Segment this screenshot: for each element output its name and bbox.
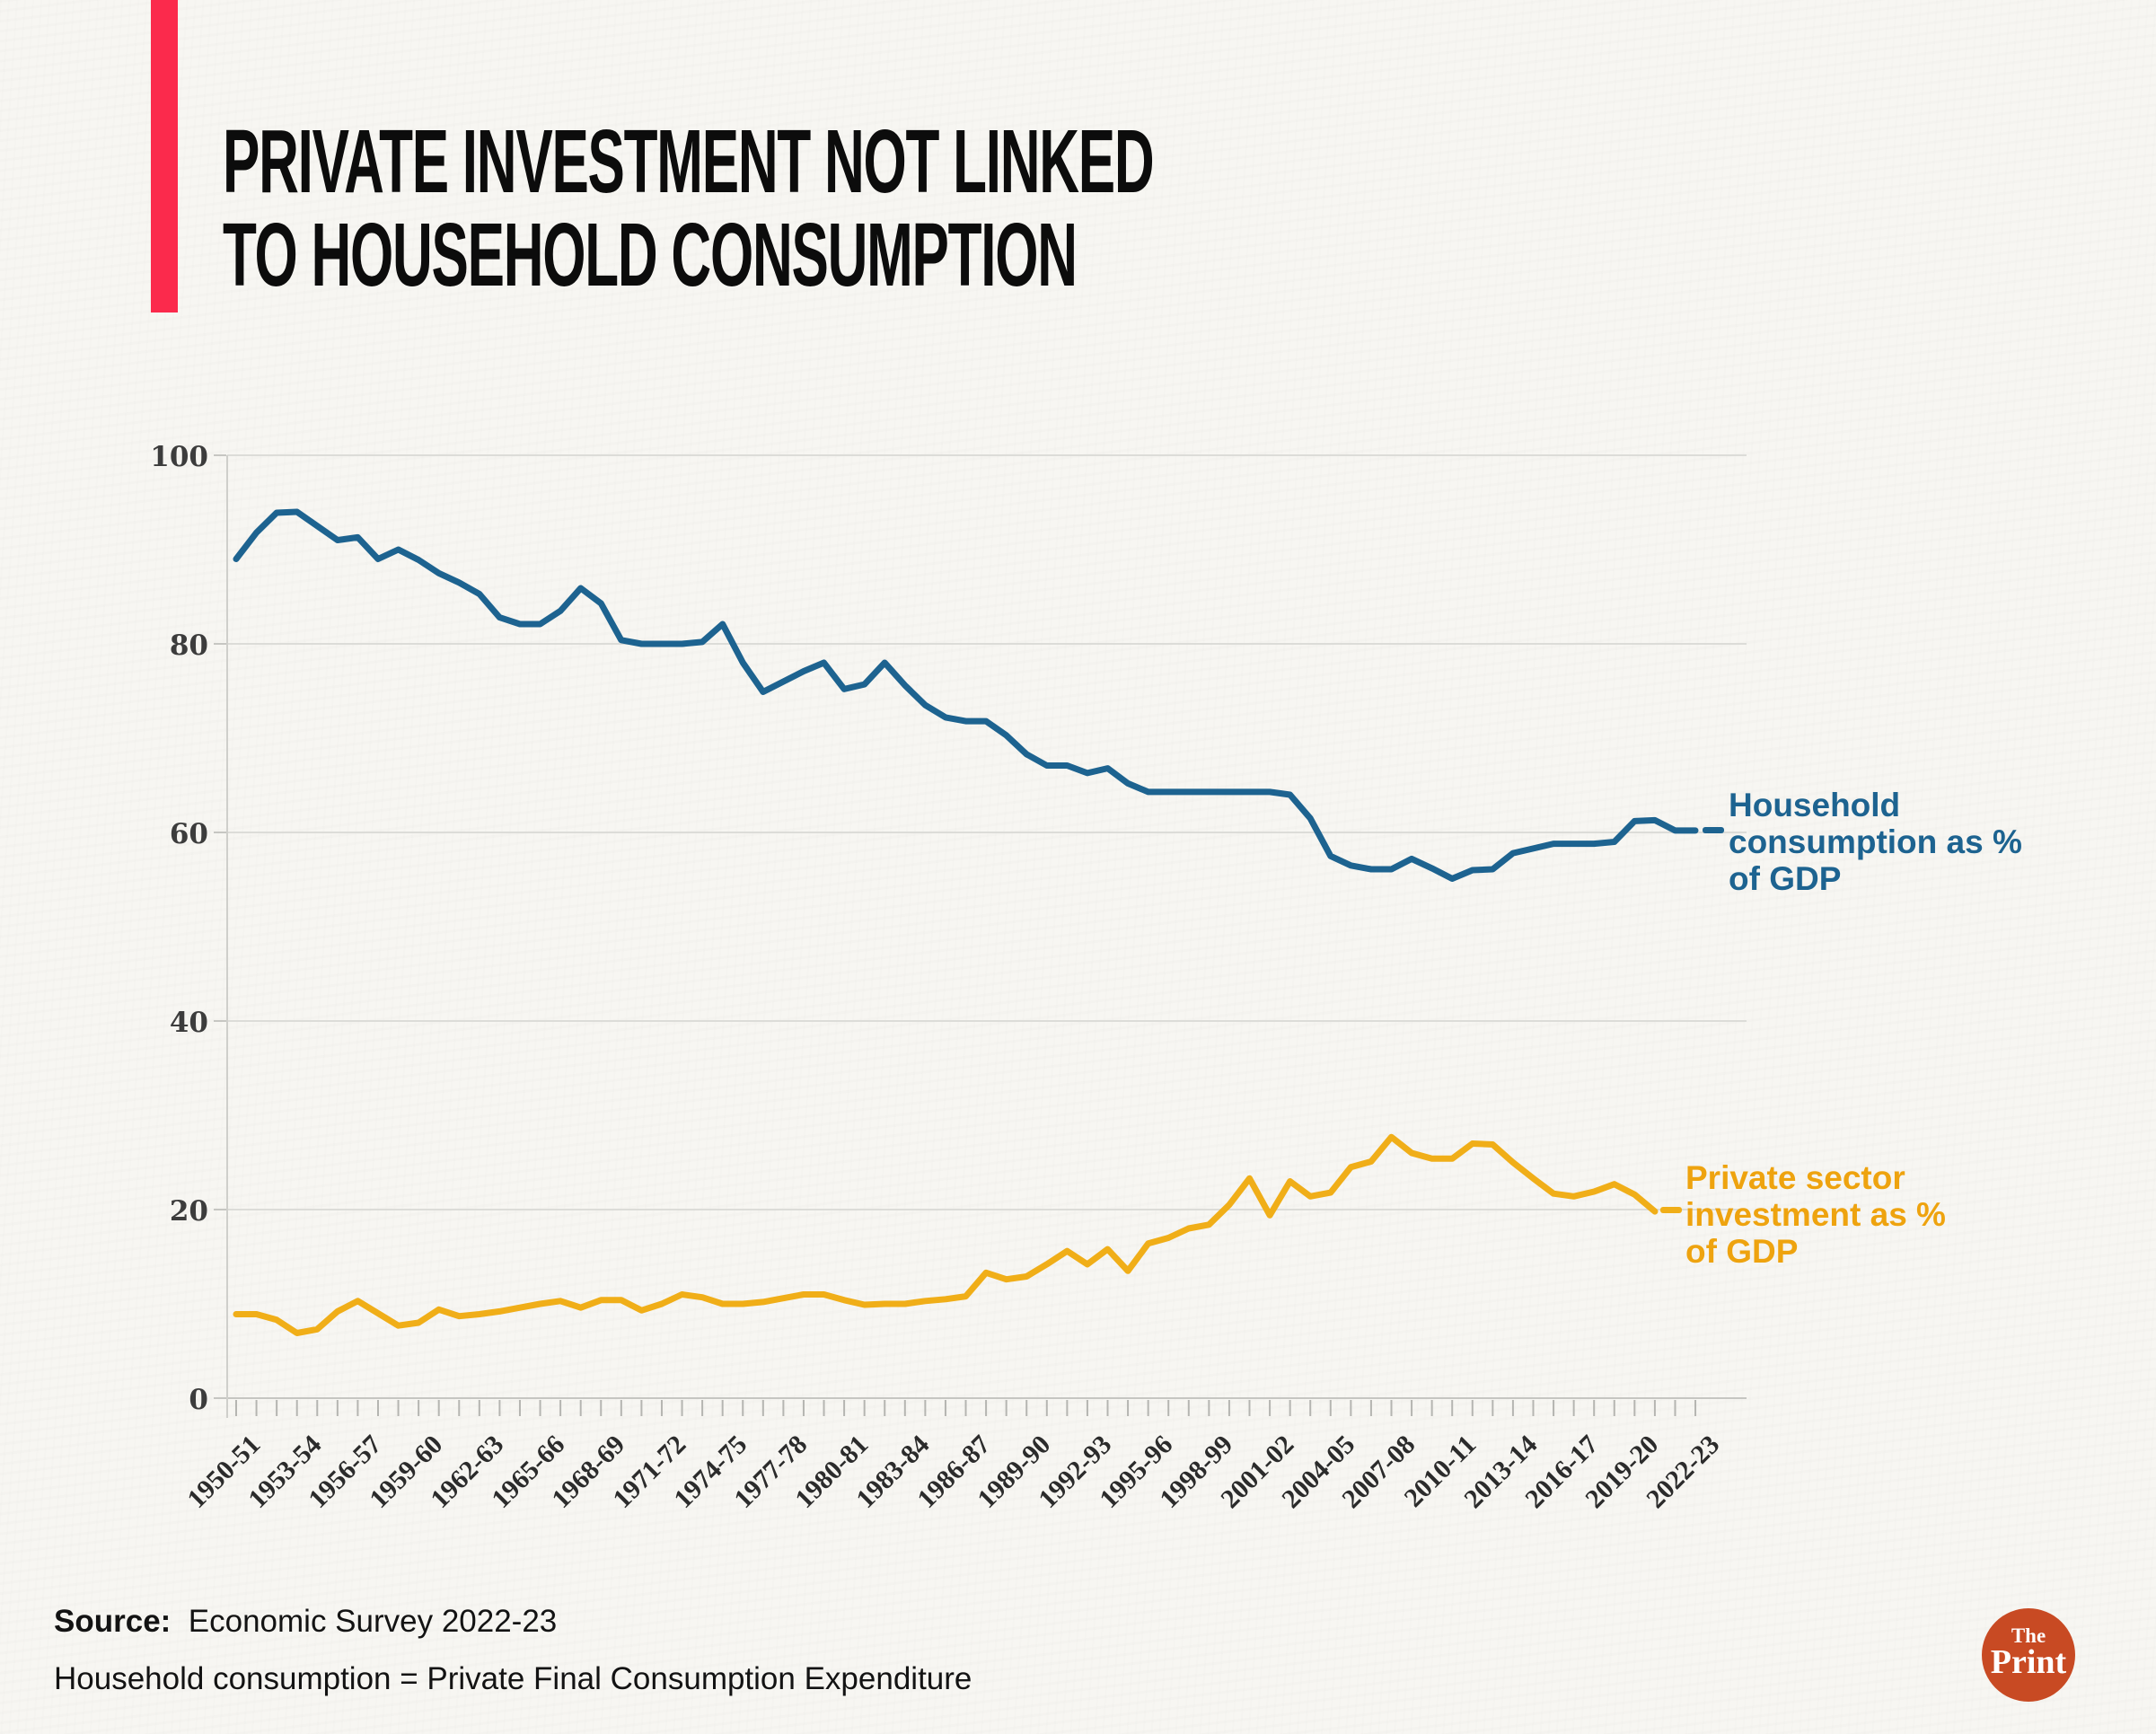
y-tick-20: 20 [169, 1195, 208, 1228]
logo-print: Print [1990, 1643, 2067, 1681]
page-title-line2: TO HOUSEHOLD CONSUMPTION [223, 205, 1078, 305]
legend-dash-investment [1660, 1207, 1682, 1213]
series-line-private-investment [233, 1133, 1659, 1336]
y-tick-60: 60 [169, 818, 208, 850]
y-tick-80: 80 [169, 629, 208, 662]
source-text: Economic Survey 2022-23 [188, 1604, 558, 1639]
source-line: Source: Economic Survey 2022-23 [54, 1604, 972, 1640]
legend-private-investment: Private sector investment as % of GDP [1685, 1159, 1946, 1270]
series-line-household-consumption [233, 508, 1699, 882]
legend-dash-household [1703, 827, 1724, 833]
page-title: PRIVATE INVESTMENT NOT LINKED TO HOUSEHO… [223, 111, 1155, 305]
legend-household-consumption: Household consumption as % of GDP [1729, 787, 2022, 897]
logo-the: The [2011, 1624, 2046, 1647]
y-tick-0: 0 [189, 1384, 208, 1416]
legend-household-line3: of GDP [1729, 860, 1842, 897]
legend-household-line1: Household [1729, 787, 1901, 823]
title-accent-bar [151, 0, 178, 312]
source-label: Source: [54, 1604, 172, 1639]
source-note: Household consumption = Private Final Co… [54, 1661, 972, 1696]
source-block: Source: Economic Survey 2022-23 Househol… [54, 1604, 972, 1697]
y-tick-100: 100 [150, 441, 208, 473]
legend-investment-line2: investment as % [1685, 1196, 1946, 1233]
page-title-line1: PRIVATE INVESTMENT NOT LINKED [223, 111, 1155, 212]
y-tick-40: 40 [169, 1007, 208, 1039]
theprint-logo: The Print [1982, 1608, 2075, 1702]
legend-household-line2: consumption as % [1729, 823, 2022, 860]
legend-investment-line1: Private sector [1685, 1159, 1905, 1196]
legend-investment-line3: of GDP [1685, 1233, 1799, 1270]
